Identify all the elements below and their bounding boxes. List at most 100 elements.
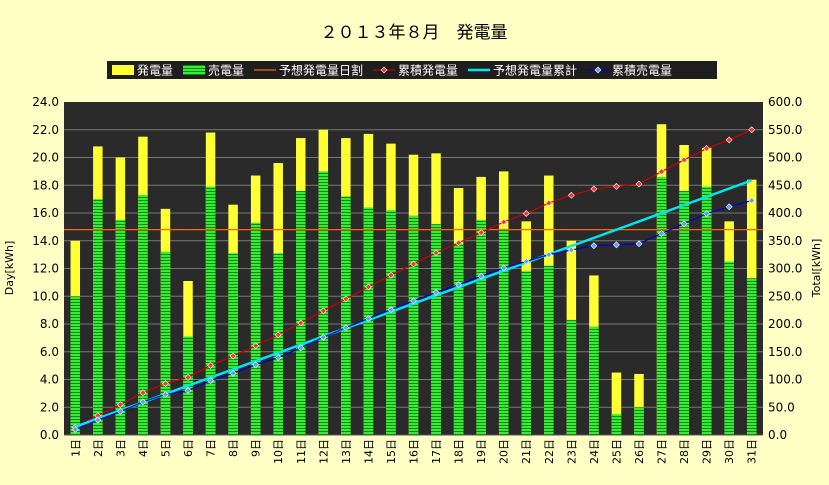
series-point-累積発電量 bbox=[432, 249, 440, 257]
y-left-tick-label: 20.0 bbox=[32, 151, 59, 165]
x-tick-label: 1日 bbox=[69, 439, 82, 457]
legend-box bbox=[107, 61, 717, 79]
legend-marker bbox=[594, 66, 602, 74]
series-point-累積発電量 bbox=[297, 319, 305, 327]
bar-sold bbox=[611, 414, 622, 435]
y-left-tick-label: 0.0 bbox=[40, 428, 59, 442]
legend: 発電量 売電量 予想発電量日割 累積発電量 予想発電量累計 累積売電量 bbox=[107, 61, 717, 79]
bar-generation bbox=[611, 372, 622, 435]
x-tick-label: 28日 bbox=[678, 439, 691, 464]
bar-sold bbox=[679, 190, 689, 435]
series-point-累積発電量 bbox=[567, 191, 575, 199]
series-point-累積売電量 bbox=[748, 197, 756, 204]
x-tick-label: 20日 bbox=[498, 439, 511, 464]
series-point-累積売電量 bbox=[522, 257, 530, 265]
x-axis: 1日 2日 3日 4日 5日 6日 7日 8日 9日 10日 11日 12日 13日 14日 15日 16日 1… bbox=[64, 434, 763, 464]
y-right-tick-label: 550.0 bbox=[768, 123, 802, 137]
x-tick-label: 4日 bbox=[137, 439, 150, 457]
series-point-累積売電量 bbox=[252, 361, 260, 369]
series-point-累積売電量 bbox=[410, 297, 417, 305]
x-tick-label: 17日 bbox=[430, 439, 443, 464]
x-tick-label: 10日 bbox=[272, 439, 285, 464]
y-right-tick-label: 200.0 bbox=[768, 317, 802, 331]
y-left-tick-label: 12.0 bbox=[32, 262, 59, 276]
x-tick-label: 2日 bbox=[92, 439, 105, 457]
bar-sold bbox=[138, 194, 148, 435]
series-point-累積売電量 bbox=[274, 354, 282, 362]
series-point-累積売電量 bbox=[725, 203, 733, 211]
legend-item: 予想発電量日割 bbox=[254, 63, 363, 78]
y-right-tick-label: 500.0 bbox=[768, 151, 802, 165]
y-left-tick-label: 8.0 bbox=[40, 317, 59, 331]
x-tick-label: 5日 bbox=[159, 439, 172, 457]
bar-sold bbox=[408, 215, 419, 435]
bar-sold bbox=[115, 219, 126, 435]
legend-swatch bbox=[112, 65, 134, 75]
bar-sold bbox=[93, 199, 103, 435]
series-point-累積発電量 bbox=[658, 168, 665, 175]
legend-label: 予想発電量日割 bbox=[279, 63, 363, 78]
series-point-累積売電量 bbox=[94, 416, 102, 424]
y-left-tick-label: 4.0 bbox=[40, 373, 59, 387]
y-axis-left-title: Day[kWh] bbox=[3, 241, 16, 296]
series-point-累積売電量 bbox=[613, 241, 620, 249]
chart-title: ２０１３年８月 発電量 bbox=[321, 23, 508, 43]
bar-sold bbox=[318, 171, 329, 435]
bar-sold bbox=[724, 261, 734, 435]
series-point-累積発電量 bbox=[590, 185, 598, 193]
series-point-累積売電量 bbox=[71, 426, 79, 433]
y-left-tick-label: 2.0 bbox=[40, 400, 59, 414]
y-right-tick-label: 600.0 bbox=[768, 95, 802, 109]
bar-sold bbox=[296, 190, 306, 435]
series-point-累積発電量 bbox=[342, 295, 350, 303]
series-point-累積売電量 bbox=[703, 210, 711, 218]
y-left-tick-label: 18.0 bbox=[32, 178, 59, 192]
series-point-累積売電量 bbox=[184, 387, 192, 394]
legend-item: 発電量 bbox=[112, 64, 173, 78]
y-right-tick-label: 50.0 bbox=[768, 400, 795, 414]
series-point-累積売電量 bbox=[387, 306, 395, 314]
x-tick-label: 25日 bbox=[610, 439, 623, 464]
series-point-累積売電量 bbox=[545, 251, 553, 259]
lines bbox=[64, 126, 763, 433]
bar-sold bbox=[746, 278, 757, 435]
bar-sold bbox=[386, 210, 396, 435]
series-point-累積発電量 bbox=[522, 210, 530, 217]
series-point-累積発電量 bbox=[162, 380, 169, 388]
series-point-累積売電量 bbox=[229, 369, 237, 377]
x-tick-label: 3日 bbox=[114, 439, 127, 457]
y-right-tick-label: 100.0 bbox=[768, 373, 802, 387]
series-point-累積発電量 bbox=[319, 307, 327, 315]
series-point-累積売電量 bbox=[658, 229, 665, 237]
legend-item: 売電量 bbox=[183, 63, 244, 78]
series-point-累積発電量 bbox=[635, 180, 643, 188]
x-tick-label: 14日 bbox=[362, 439, 375, 464]
y-left-tick-label: 14.0 bbox=[32, 234, 59, 248]
series-point-累積発電量 bbox=[725, 136, 733, 144]
series-point-累積売電量 bbox=[364, 315, 372, 323]
series-point-累積発電量 bbox=[116, 401, 124, 409]
x-tick-label: 16日 bbox=[408, 439, 421, 464]
y-left-tick-label: 24.0 bbox=[32, 95, 59, 109]
bar-sold bbox=[521, 271, 531, 435]
series-point-累積発電量 bbox=[545, 199, 553, 207]
series-point-累積発電量 bbox=[387, 271, 395, 279]
series-point-累積発電量 bbox=[139, 389, 147, 397]
x-tick-label: 24日 bbox=[588, 439, 601, 464]
x-tick-label: 27日 bbox=[656, 439, 669, 464]
y-right-tick-label: 450.0 bbox=[768, 178, 802, 192]
x-tick-label: 7日 bbox=[205, 439, 218, 457]
series-point-累積売電量 bbox=[207, 377, 214, 385]
bar-sold bbox=[273, 253, 283, 435]
bar-sold bbox=[656, 176, 667, 436]
x-tick-label: 13日 bbox=[340, 439, 353, 464]
y-left-tick-label: 10.0 bbox=[32, 289, 59, 303]
series-point-累積発電量 bbox=[274, 331, 282, 339]
series-point-累積売電量 bbox=[500, 264, 508, 272]
y-axis-right-title: Total[kWh] bbox=[810, 239, 823, 299]
series-point-累積売電量 bbox=[477, 272, 485, 280]
bar-sold bbox=[589, 326, 599, 435]
series-point-累積売電量 bbox=[590, 242, 598, 250]
series-point-累積売電量 bbox=[297, 344, 305, 352]
x-tick-label: 18日 bbox=[453, 439, 466, 464]
